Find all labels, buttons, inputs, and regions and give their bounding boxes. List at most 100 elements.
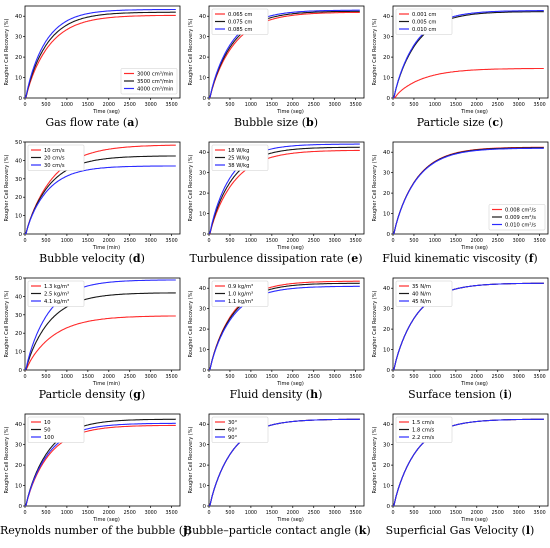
legend-label: 0.001 cm — [412, 12, 436, 18]
y-tick-label: 10 — [383, 484, 390, 490]
caption-paren-close: ) — [187, 524, 192, 537]
legend-label: 0.008 cm²/s — [505, 208, 536, 214]
caption-text: Gas flow rate — [45, 116, 120, 129]
legend-label: 0.085 cm — [228, 27, 252, 33]
series-line — [208, 285, 360, 371]
caption-text: Fluid density — [229, 388, 303, 401]
plot-frame — [24, 141, 181, 235]
caption-letter: f — [528, 252, 534, 265]
caption-letter: a — [127, 116, 135, 129]
y-axis-label: Rougher Cell Recovery (%) — [4, 427, 10, 494]
x-tick-label: 3500 — [166, 374, 178, 380]
y-tick-label: 20 — [383, 463, 390, 469]
caption-paren-close: ) — [140, 388, 146, 401]
x-tick-label: 0 — [391, 374, 394, 380]
x-tick-label: 2500 — [492, 102, 504, 108]
caption-paren-close: ) — [507, 388, 512, 401]
x-tick-label: 500 — [41, 374, 50, 380]
plot-frame — [24, 277, 181, 371]
legend-label: 0.075 cm — [228, 20, 252, 26]
chart-panel-b: 0 10 20 30 40 0 500 1000 1500 2000 2500 3000 3500 Tim… — [185, 2, 367, 115]
x-tick-label: 2000 — [103, 238, 115, 244]
x-tick-label: 3500 — [534, 374, 546, 380]
y-axis-label: Rougher Cell Recovery (%) — [188, 427, 194, 494]
legend-label: 30 cm/s — [44, 163, 65, 169]
x-tick-label: 2000 — [287, 102, 299, 108]
legend-label: 10 cm/s — [44, 148, 65, 154]
series-line — [24, 144, 176, 235]
legend-label: 2.5 kg/m³ — [44, 292, 69, 298]
x-tick-label: 3000 — [329, 510, 341, 516]
x-tick-label: 2500 — [492, 374, 504, 380]
x-axis-label: Time (seg) — [460, 245, 488, 250]
legend-label: 38 W/kg — [228, 163, 249, 169]
x-tick-label: 1500 — [82, 510, 94, 516]
legend: 0.065 cm 0.075 cm0.085 cm — [211, 8, 269, 35]
series-line — [208, 418, 360, 507]
caption-paren-open: ( — [125, 388, 134, 401]
legend: 35 N/m 40 N/m45 N/m — [395, 280, 453, 307]
x-tick-label: 2500 — [124, 238, 136, 244]
y-tick-label: 0 — [203, 368, 207, 374]
plot-frame — [24, 413, 181, 507]
caption-paren-open: ( — [119, 116, 128, 129]
legend-label: 3000 cm³/min — [137, 72, 173, 78]
legend-box — [27, 416, 85, 443]
y-tick-label: 40 — [15, 294, 22, 300]
x-tick-label: 2000 — [471, 238, 483, 244]
y-tick-label: 20 — [199, 327, 206, 333]
x-tick-label: 3000 — [145, 102, 157, 108]
y-tick-label: 0 — [19, 232, 23, 238]
y-tick-label: 50 — [15, 140, 22, 146]
x-tick-label: 3500 — [350, 102, 362, 108]
x-tick-label: 2000 — [103, 510, 115, 516]
plot-frame — [24, 5, 181, 99]
chart-svg: 0 10 20 30 40 0 500 1000 1500 2000 2500 3000 3500 Tim… — [188, 141, 365, 251]
caption-paren-close: ) — [313, 116, 319, 129]
x-tick-label: 3500 — [166, 102, 178, 108]
y-tick-label: 20 — [15, 55, 22, 61]
x-tick-label: 500 — [225, 510, 234, 516]
y-tick-label: 30 — [15, 177, 22, 183]
x-tick-label: 2500 — [492, 238, 504, 244]
chart-svg: 0 10 20 30 40 0 500 1000 1500 2000 2500 3000 3500 Tim… — [4, 5, 181, 115]
x-tick-label: 500 — [409, 374, 418, 380]
caption-letter: b — [306, 116, 314, 129]
x-tick-label: 1500 — [266, 238, 278, 244]
series-line — [24, 165, 176, 235]
caption-paren-open: ( — [484, 116, 493, 129]
x-tick-label: 2500 — [124, 374, 136, 380]
legend-box — [211, 144, 269, 171]
y-axis-label: Rougher Cell Recovery (%) — [372, 291, 378, 358]
x-tick-label: 3500 — [534, 102, 546, 108]
caption-paren-open: ( — [125, 252, 133, 265]
caption-paren-open: ( — [520, 252, 529, 265]
y-tick-label: 10 — [15, 484, 22, 490]
caption-paren-close: ) — [140, 252, 145, 265]
chart-panel-e: 0 10 20 30 40 0 500 1000 1500 2000 2500 3000 3500 Tim… — [185, 138, 367, 251]
x-axis-label: Time (seg) — [460, 109, 488, 114]
x-tick-label: 1500 — [450, 238, 462, 244]
panel-caption: Superficial Gas Velocity (l) — [368, 524, 550, 537]
y-tick-label: 30 — [15, 35, 22, 41]
series-line — [392, 11, 544, 99]
legend-label: 0.010 cm²/s — [505, 223, 536, 229]
y-tick-label: 40 — [383, 14, 390, 20]
series-line — [24, 11, 176, 99]
x-tick-label: 3000 — [145, 510, 157, 516]
plot-frame — [208, 141, 365, 235]
y-tick-label: 10 — [199, 76, 206, 82]
x-tick-label: 1000 — [245, 374, 257, 380]
series-line — [208, 280, 360, 371]
x-tick-label: 500 — [41, 510, 50, 516]
panel-caption: Turbulence dissipation rate (e) — [184, 252, 368, 265]
y-tick-label: 20 — [383, 55, 390, 61]
chart-panel-a: 0 10 20 30 40 0 500 1000 1500 2000 2500 3000 3500 Tim… — [1, 2, 183, 115]
x-tick-label: 3500 — [166, 238, 178, 244]
plot-frame — [208, 413, 365, 507]
x-tick-label: 2000 — [471, 510, 483, 516]
y-tick-label: 10 — [15, 214, 22, 220]
legend-label: 3500 cm³/min — [137, 79, 173, 85]
